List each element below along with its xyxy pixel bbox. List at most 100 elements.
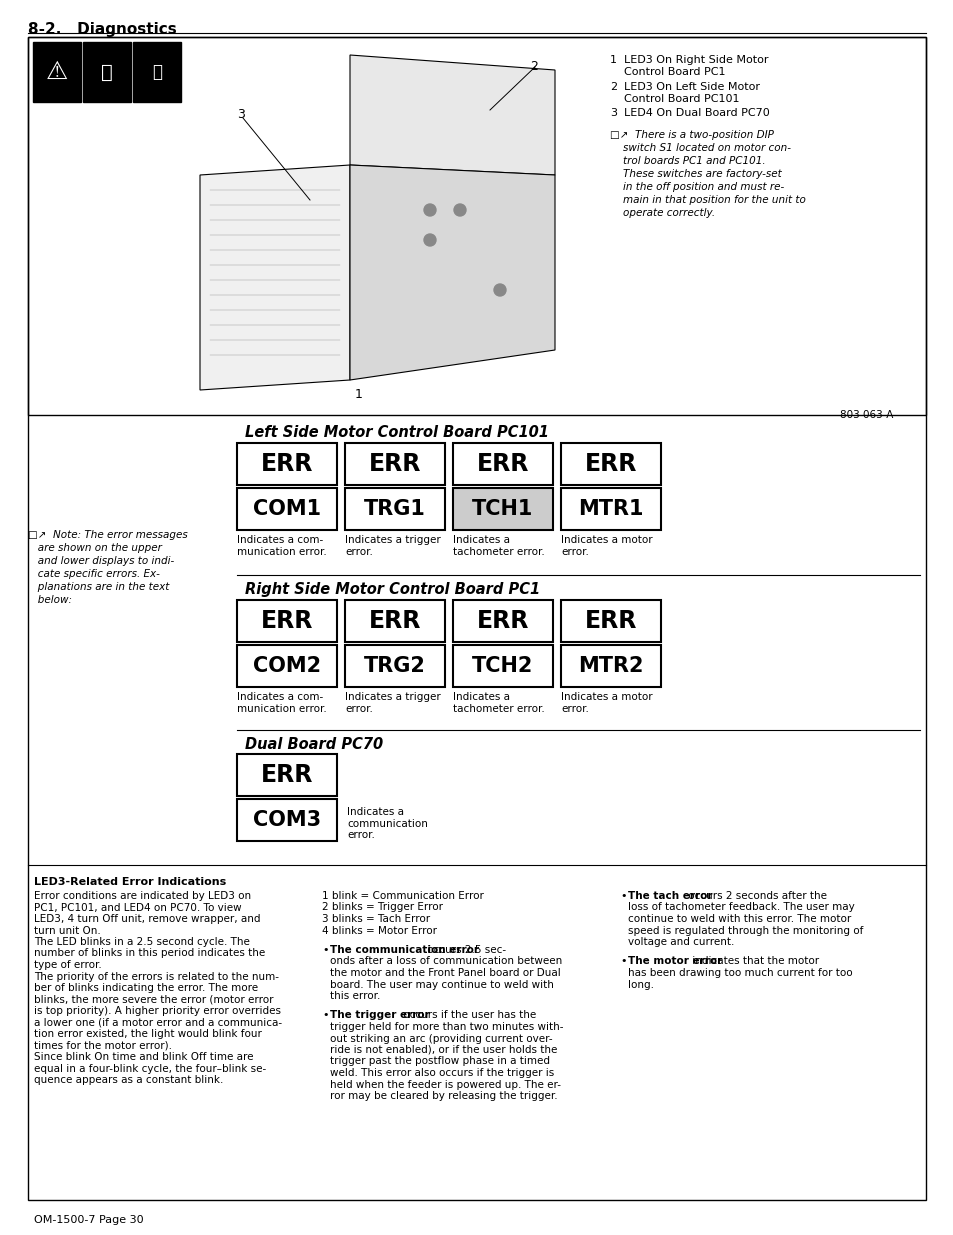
Circle shape xyxy=(423,204,436,216)
Bar xyxy=(560,600,660,642)
Text: ERR: ERR xyxy=(260,763,313,787)
Text: occurs if the user has the: occurs if the user has the xyxy=(399,1010,536,1020)
Text: The trigger error: The trigger error xyxy=(330,1010,429,1020)
Text: blinks, the more severe the error (motor error: blinks, the more severe the error (motor… xyxy=(34,994,274,1004)
Text: The priority of the errors is related to the num-: The priority of the errors is related to… xyxy=(34,972,278,982)
Text: tion error existed, the light would blink four: tion error existed, the light would blin… xyxy=(34,1029,262,1039)
Text: onds after a loss of communication between: onds after a loss of communication betwe… xyxy=(330,956,561,967)
Text: operate correctly.: operate correctly. xyxy=(609,207,715,219)
Text: trol boards PC1 and PC101.: trol boards PC1 and PC101. xyxy=(609,156,765,165)
Text: MTR1: MTR1 xyxy=(578,499,643,519)
Text: turn unit On.: turn unit On. xyxy=(34,925,101,935)
Bar xyxy=(236,488,336,530)
Bar xyxy=(453,443,553,485)
Text: LED3, 4 turn Off unit, remove wrapper, and: LED3, 4 turn Off unit, remove wrapper, a… xyxy=(34,914,260,924)
Text: TRG2: TRG2 xyxy=(364,656,425,676)
Text: ber of blinks indicating the error. The more: ber of blinks indicating the error. The … xyxy=(34,983,258,993)
Text: cate specific errors. Ex-: cate specific errors. Ex- xyxy=(28,569,160,579)
Text: below:: below: xyxy=(28,595,71,605)
Text: COM2: COM2 xyxy=(253,656,321,676)
Text: ERR: ERR xyxy=(476,609,529,634)
Text: OM-1500-7 Page 30: OM-1500-7 Page 30 xyxy=(34,1215,144,1225)
Text: 8-2.   Diagnostics: 8-2. Diagnostics xyxy=(28,22,176,37)
Text: a lower one (if a motor error and a communica-: a lower one (if a motor error and a comm… xyxy=(34,1018,282,1028)
Text: LED3 On Left Side Motor: LED3 On Left Side Motor xyxy=(623,82,760,91)
Text: LED3 On Right Side Motor: LED3 On Right Side Motor xyxy=(623,56,768,65)
Text: 3: 3 xyxy=(236,107,245,121)
Text: MTR2: MTR2 xyxy=(578,656,643,676)
Text: Indicates a
tachometer error.: Indicates a tachometer error. xyxy=(453,692,544,714)
Circle shape xyxy=(423,233,436,246)
Bar xyxy=(345,600,444,642)
Text: ride is not enabled), or if the user holds the: ride is not enabled), or if the user hol… xyxy=(330,1045,557,1055)
Text: ror may be cleared by releasing the trigger.: ror may be cleared by releasing the trig… xyxy=(330,1091,558,1100)
Text: is top priority). A higher priority error overrides: is top priority). A higher priority erro… xyxy=(34,1007,281,1016)
Text: 🔧: 🔧 xyxy=(152,63,162,82)
Text: COM1: COM1 xyxy=(253,499,321,519)
Text: and lower displays to indi-: and lower displays to indi- xyxy=(28,556,174,566)
Text: ERR: ERR xyxy=(369,452,420,475)
Bar xyxy=(236,645,336,687)
Bar xyxy=(453,600,553,642)
Text: switch S1 located on motor con-: switch S1 located on motor con- xyxy=(609,143,790,153)
Text: ⚠: ⚠ xyxy=(46,61,68,84)
Text: 1: 1 xyxy=(355,388,362,401)
Bar xyxy=(236,799,336,841)
Text: type of error.: type of error. xyxy=(34,960,102,969)
Text: •: • xyxy=(619,956,626,967)
Text: 3: 3 xyxy=(609,107,617,119)
Text: COM3: COM3 xyxy=(253,810,321,830)
Text: the motor and the Front Panel board or Dual: the motor and the Front Panel board or D… xyxy=(330,968,560,978)
Polygon shape xyxy=(350,165,555,380)
Text: occurs 2 seconds after the: occurs 2 seconds after the xyxy=(684,890,826,902)
Text: times for the motor error).: times for the motor error). xyxy=(34,1041,172,1051)
Text: Since blink On time and blink Off time are: Since blink On time and blink Off time a… xyxy=(34,1052,253,1062)
Text: has been drawing too much current for too: has been drawing too much current for to… xyxy=(627,968,852,978)
Bar xyxy=(28,37,925,415)
Text: weld. This error also occurs if the trigger is: weld. This error also occurs if the trig… xyxy=(330,1068,554,1078)
Text: Indicates a motor
error.: Indicates a motor error. xyxy=(560,692,652,714)
Text: number of blinks in this period indicates the: number of blinks in this period indicate… xyxy=(34,948,265,958)
Text: The motor error: The motor error xyxy=(627,956,721,967)
Text: trigger held for more than two minutes with-: trigger held for more than two minutes w… xyxy=(330,1023,563,1032)
Text: Indicates a motor
error.: Indicates a motor error. xyxy=(560,535,652,557)
Text: Indicates a trigger
error.: Indicates a trigger error. xyxy=(345,535,440,557)
Text: Right Side Motor Control Board PC1: Right Side Motor Control Board PC1 xyxy=(245,582,539,597)
Bar xyxy=(453,645,553,687)
Circle shape xyxy=(454,204,465,216)
Text: 803 063-A: 803 063-A xyxy=(840,410,892,420)
Text: in the off position and must re-: in the off position and must re- xyxy=(609,182,783,191)
Polygon shape xyxy=(350,56,555,175)
Text: quence appears as a constant blink.: quence appears as a constant blink. xyxy=(34,1074,223,1086)
Text: Indicates a
communication
error.: Indicates a communication error. xyxy=(347,806,428,840)
Text: •: • xyxy=(322,1010,328,1020)
Text: occurs 2.5 sec-: occurs 2.5 sec- xyxy=(424,945,506,955)
Text: Indicates a trigger
error.: Indicates a trigger error. xyxy=(345,692,440,714)
Text: Indicates a com-
munication error.: Indicates a com- munication error. xyxy=(236,692,327,714)
Text: Control Board PC1: Control Board PC1 xyxy=(623,67,724,77)
Bar xyxy=(453,488,553,530)
Bar xyxy=(560,645,660,687)
Text: PC1, PC101, and LED4 on PC70. To view: PC1, PC101, and LED4 on PC70. To view xyxy=(34,903,241,913)
Text: □↗  There is a two-position DIP: □↗ There is a two-position DIP xyxy=(609,130,773,140)
Text: continue to weld with this error. The motor: continue to weld with this error. The mo… xyxy=(627,914,850,924)
Text: voltage and current.: voltage and current. xyxy=(627,937,734,947)
Bar xyxy=(132,42,181,103)
Text: trigger past the postflow phase in a timed: trigger past the postflow phase in a tim… xyxy=(330,1056,550,1067)
Text: out striking an arc (providing current over-: out striking an arc (providing current o… xyxy=(330,1034,552,1044)
Text: ERR: ERR xyxy=(584,452,637,475)
Text: speed is regulated through the monitoring of: speed is regulated through the monitorin… xyxy=(627,925,862,935)
Text: 1 blink = Communication Error: 1 blink = Communication Error xyxy=(322,890,483,902)
Text: •: • xyxy=(619,890,626,902)
Text: LED4 On Dual Board PC70: LED4 On Dual Board PC70 xyxy=(623,107,769,119)
Text: board. The user may continue to weld with: board. The user may continue to weld wit… xyxy=(330,979,554,989)
Text: ERR: ERR xyxy=(260,452,313,475)
Text: loss of tachometer feedback. The user may: loss of tachometer feedback. The user ma… xyxy=(627,903,854,913)
Text: Indicates a
tachometer error.: Indicates a tachometer error. xyxy=(453,535,544,557)
Text: main in that position for the unit to: main in that position for the unit to xyxy=(609,195,805,205)
Text: These switches are factory-set: These switches are factory-set xyxy=(609,169,781,179)
Text: equal in a four-blink cycle, the four–blink se-: equal in a four-blink cycle, the four–bl… xyxy=(34,1063,266,1073)
Text: planations are in the text: planations are in the text xyxy=(28,582,170,592)
Text: 3 blinks = Tach Error: 3 blinks = Tach Error xyxy=(322,914,430,924)
Text: TCH2: TCH2 xyxy=(472,656,533,676)
